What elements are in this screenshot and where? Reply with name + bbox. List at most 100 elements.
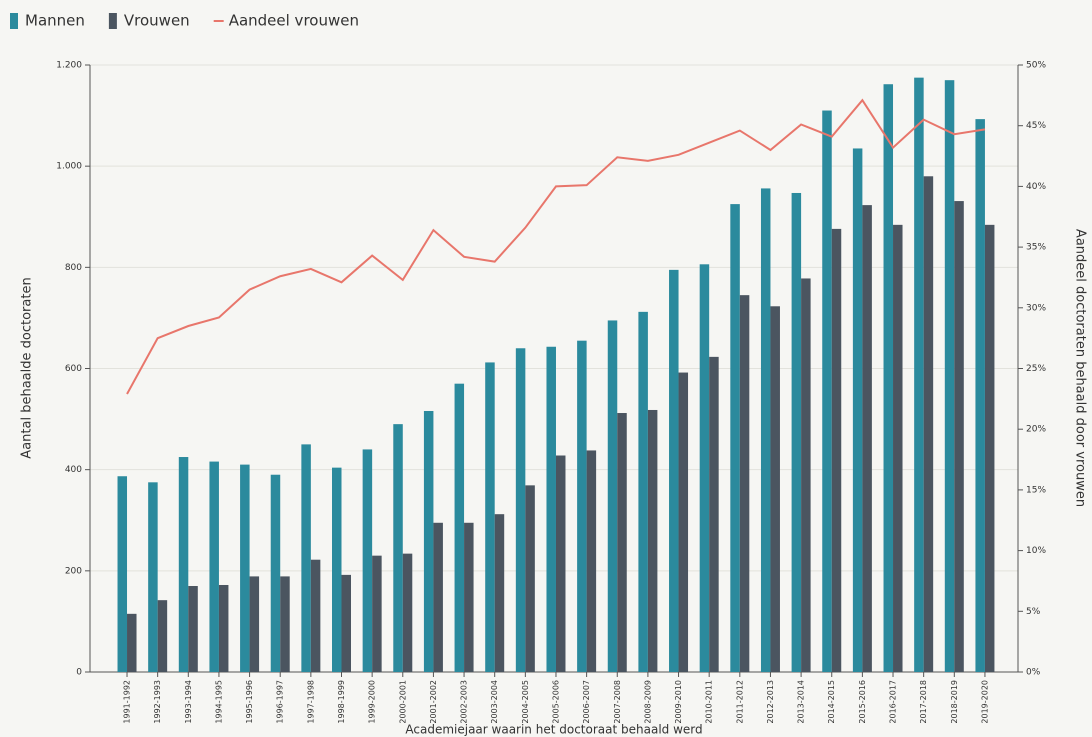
- y2-tick-label: 50%: [1026, 61, 1046, 71]
- bar: [709, 356, 719, 672]
- bar: [280, 576, 290, 672]
- y-tick-label: 800: [65, 263, 82, 273]
- bar: [730, 204, 740, 672]
- bar: [494, 514, 505, 672]
- bar: [801, 278, 811, 672]
- x-tick-label: 2001-2002: [429, 680, 438, 724]
- x-tick-label: 2015-2016: [858, 680, 867, 724]
- bar: [362, 449, 373, 672]
- y2-tick-label: 45%: [1026, 121, 1046, 131]
- bar: [433, 522, 443, 672]
- x-tick-label: 2018-2019: [950, 680, 959, 724]
- x-axis-title: Academiejaar waarin het doctoraat behaal…: [405, 723, 702, 737]
- bar: [485, 362, 495, 672]
- y-axis-title: Aantal behaalde doctoraten: [20, 277, 35, 458]
- y-tick-label: 1.000: [56, 162, 82, 172]
- bar: [638, 311, 648, 672]
- legend-swatch: [10, 13, 18, 29]
- bar: [188, 586, 198, 672]
- bar: [914, 77, 924, 673]
- y2-tick-label: 0%: [1026, 668, 1041, 678]
- x-tick-label: 2017-2018: [919, 680, 928, 724]
- x-tick-label: 2006-2007: [582, 680, 591, 724]
- bar: [127, 613, 137, 672]
- x-tick-label: 2004-2005: [521, 680, 530, 724]
- bar: [209, 461, 219, 672]
- bar: [791, 192, 802, 672]
- y2-tick-label: 20%: [1026, 425, 1046, 435]
- y-tick-label: 600: [65, 364, 82, 374]
- bar: [178, 457, 189, 672]
- bar: [954, 201, 964, 673]
- legend-label: Aandeel vrouwen: [229, 12, 359, 30]
- y-tick-label: 400: [65, 465, 82, 475]
- x-tick-label: 2007-2008: [613, 680, 622, 724]
- legend-label: Vrouwen: [124, 12, 190, 30]
- x-tick-label: 2013-2014: [797, 680, 806, 724]
- x-tick-label: 2002-2003: [460, 680, 469, 724]
- x-tick-label: 2019-2020: [980, 680, 989, 724]
- bar: [332, 467, 342, 672]
- bar: [454, 383, 465, 672]
- bar: [423, 410, 434, 672]
- y2-tick-label: 30%: [1026, 303, 1046, 313]
- bar: [240, 464, 250, 672]
- bar: [893, 224, 903, 673]
- bar: [148, 482, 158, 672]
- y2-tick-label: 10%: [1026, 546, 1046, 556]
- bar: [862, 205, 872, 672]
- x-tick-label: 2009-2010: [674, 680, 683, 724]
- y2-tick-label: 40%: [1026, 182, 1046, 192]
- x-tick-label: 1995-1996: [245, 680, 254, 724]
- bar: [546, 346, 556, 672]
- bar: [218, 584, 229, 672]
- x-tick-label: 2008-2009: [643, 680, 652, 724]
- bar: [249, 576, 260, 672]
- x-tick-label: 1992-1993: [153, 680, 162, 724]
- x-tick-label: 2005-2006: [551, 680, 560, 724]
- x-tick-label: 2016-2017: [889, 680, 898, 724]
- bar: [157, 600, 168, 672]
- bar: [464, 522, 474, 672]
- x-tick-label: 2000-2001: [398, 680, 407, 724]
- bar: [647, 409, 658, 672]
- bar: [923, 176, 934, 673]
- bar: [270, 474, 281, 672]
- bar: [577, 340, 587, 672]
- bar: [852, 148, 863, 672]
- bar: [617, 413, 627, 672]
- x-tick-label: 2010-2011: [705, 680, 714, 724]
- x-tick-label: 1994-1995: [214, 680, 223, 724]
- bar: [975, 119, 985, 673]
- y2-tick-label: 15%: [1026, 485, 1046, 495]
- bar: [393, 424, 403, 672]
- bar: [822, 110, 832, 672]
- bar: [310, 559, 321, 672]
- bar: [669, 269, 679, 672]
- bar: [678, 372, 689, 672]
- line: [126, 98, 986, 395]
- x-tick-label: 2011-2012: [735, 680, 744, 724]
- bar: [402, 553, 413, 672]
- x-tick-label: 2012-2013: [766, 680, 775, 724]
- x-tick-label: 1999-2000: [368, 680, 377, 724]
- x-tick-label: 2014-2015: [827, 680, 836, 724]
- y2-tick-label: 25%: [1026, 364, 1046, 374]
- legend-label: Mannen: [25, 12, 85, 30]
- x-tick-label: 1993-1994: [184, 680, 193, 724]
- bar: [525, 485, 535, 672]
- y-tick-label: 1.200: [56, 61, 82, 71]
- bar: [739, 295, 750, 672]
- y2-axis-title: Aandeel doctoraten behaald door vrouwen: [1073, 229, 1088, 507]
- bar: [984, 224, 995, 673]
- bar: [586, 450, 597, 672]
- bar: [831, 228, 842, 672]
- x-tick-label: 1996-1997: [276, 680, 285, 724]
- y2-tick-label: 35%: [1026, 243, 1046, 253]
- bar: [117, 476, 128, 672]
- y2-tick-label: 5%: [1026, 607, 1041, 617]
- y-tick-label: 0: [76, 668, 82, 678]
- bar: [760, 188, 771, 672]
- x-tick-label: 2003-2004: [490, 680, 499, 724]
